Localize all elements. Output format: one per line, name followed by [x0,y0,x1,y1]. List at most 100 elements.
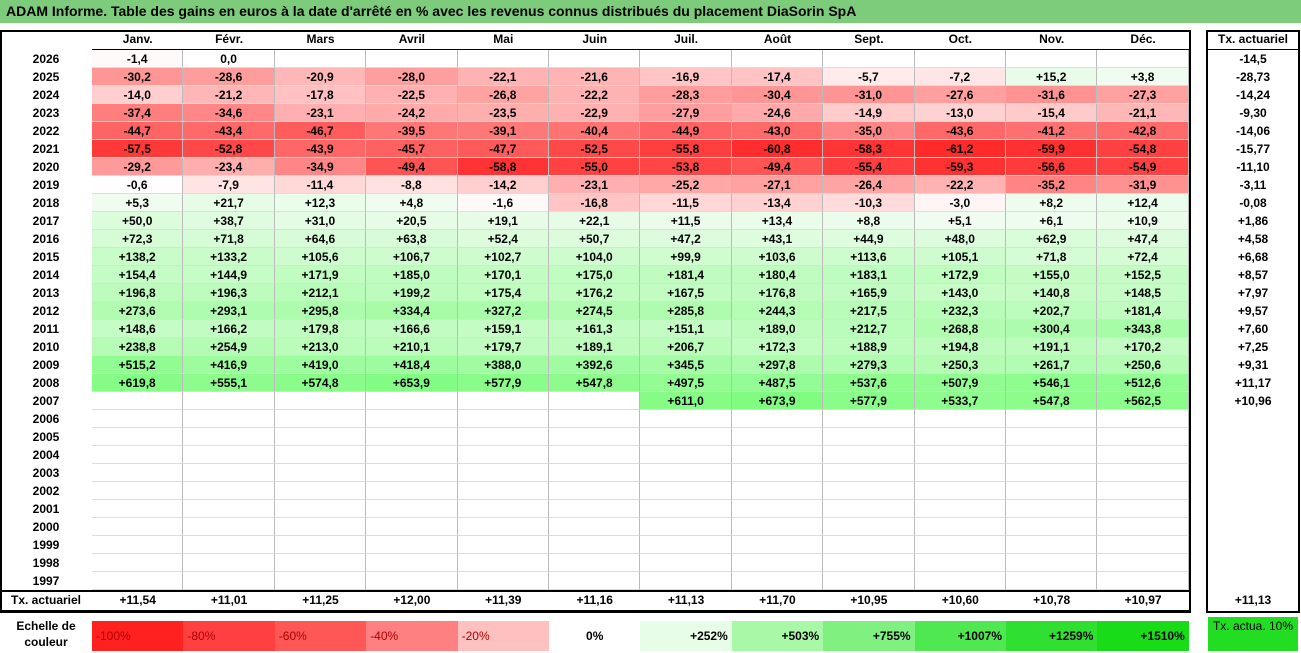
table-cell: +64,6 [274,230,367,248]
table-cell: -47,7 [457,140,549,158]
table-cell: +546,1 [1006,374,1098,392]
table-cell: -11,5 [640,194,732,212]
table-cell: -55,0 [549,158,641,176]
table-cell: +562,5 [1097,392,1189,410]
table-cell [640,428,732,446]
summary-cell: +10,97 [1124,593,1162,607]
table-cell [914,410,1006,428]
table-cell [549,392,641,410]
table-cell: +170,2 [1097,338,1189,356]
summary-cell: +11,13 [667,593,705,607]
table-cell [640,50,732,68]
table-cell: -11,4 [274,176,367,194]
table-cell [914,518,1006,536]
table-cell: +179,7 [457,338,549,356]
table-cell: +103,6 [731,248,824,266]
actuarial-cell: -11,10 [1236,160,1270,174]
table-cell: +63,8 [366,230,458,248]
table-cell: +138,2 [92,248,184,266]
table-cell [183,428,275,446]
summary-cell: +11,16 [576,593,613,607]
table-cell: -44,7 [92,122,184,140]
year-label: 1997 [32,574,60,588]
table-cell: +31,0 [274,212,367,230]
table-cell [1097,572,1189,590]
table-cell [274,518,367,536]
table-cell: +166,6 [366,320,458,338]
month-header-aout: Août [731,30,824,50]
table-cell: +148,5 [1097,284,1189,302]
actuarial-cell: +7,25 [1237,340,1269,354]
month-header-sept: Sept. [823,30,915,50]
table-cell [731,554,824,572]
actuarial-cell [1208,446,1298,464]
actuarial-cell: -14,06 [1235,124,1271,138]
table-cell: +12,3 [274,194,367,212]
table-cell [92,500,184,518]
table-cell: +181,4 [640,266,732,284]
table-cell: +388,0 [457,356,549,374]
table-cell [640,482,732,500]
scale-label: Echelle de couleur [16,619,76,649]
table-cell: -29,2 [92,158,184,176]
summary-cell: +11,54 [119,593,156,607]
table-cell [183,572,275,590]
table-cell: +619,8 [92,374,184,392]
table-cell: -22,1 [457,68,549,86]
table-cell [366,572,458,590]
table-cell [640,410,732,428]
table-cell [457,536,549,554]
year-label: 2021 [32,142,60,156]
scale-swatch: +1007% [914,621,1006,651]
table-cell: +166,2 [183,320,275,338]
year-label: 2016 [32,232,60,246]
table-cell [92,518,184,536]
year-label: 2024 [32,88,60,102]
table-cell [457,554,549,572]
actuarial-cell: +4,58 [1237,232,1269,246]
table-cell: +12,4 [1097,194,1189,212]
actuarial-cell: +7,97 [1237,286,1269,300]
table-cell: -24,6 [731,104,824,122]
table-cell: +72,3 [92,230,184,248]
table-cell: +189,1 [549,338,641,356]
table-cell: +212,1 [274,284,367,302]
table-cell [274,410,367,428]
summary-cell: +11,25 [302,593,339,607]
table-cell: +261,7 [1006,356,1098,374]
table-cell: +159,1 [457,320,549,338]
table-cell: +295,8 [274,302,367,320]
table-cell [1006,410,1098,428]
actuarial-cell [1208,428,1298,446]
table-cell [914,482,1006,500]
table-cell: -5,7 [823,68,915,86]
table-cell [183,464,275,482]
table-cell: +533,7 [914,392,1006,410]
scale-actuarial-swatch: Tx. actua. 10% [1208,617,1298,651]
table-cell: +507,9 [914,374,1006,392]
table-cell [549,518,641,536]
table-cell: -56,6 [1006,158,1098,176]
table-cell [92,410,184,428]
table-cell [731,500,824,518]
year-label: 2022 [32,124,60,138]
scale-swatch: +252% [640,621,732,651]
year-label: 2026 [32,52,60,66]
table-cell: +515,2 [92,356,184,374]
table-cell [457,500,549,518]
scale-swatch: -60% [274,621,367,651]
table-cell: +62,9 [1006,230,1098,248]
table-cell [366,392,458,410]
table-cell [274,50,367,68]
table-cell: -43,4 [183,122,275,140]
actuarial-cell [1208,410,1298,428]
table-cell: +161,3 [549,320,641,338]
table-cell: +11,5 [640,212,732,230]
table-cell: -35,0 [823,122,915,140]
table-cell: -3,0 [914,194,1006,212]
table-cell: +577,9 [457,374,549,392]
table-cell: -31,6 [1006,86,1098,104]
table-cell [183,392,275,410]
table-cell [914,464,1006,482]
table-cell: -28,3 [640,86,732,104]
